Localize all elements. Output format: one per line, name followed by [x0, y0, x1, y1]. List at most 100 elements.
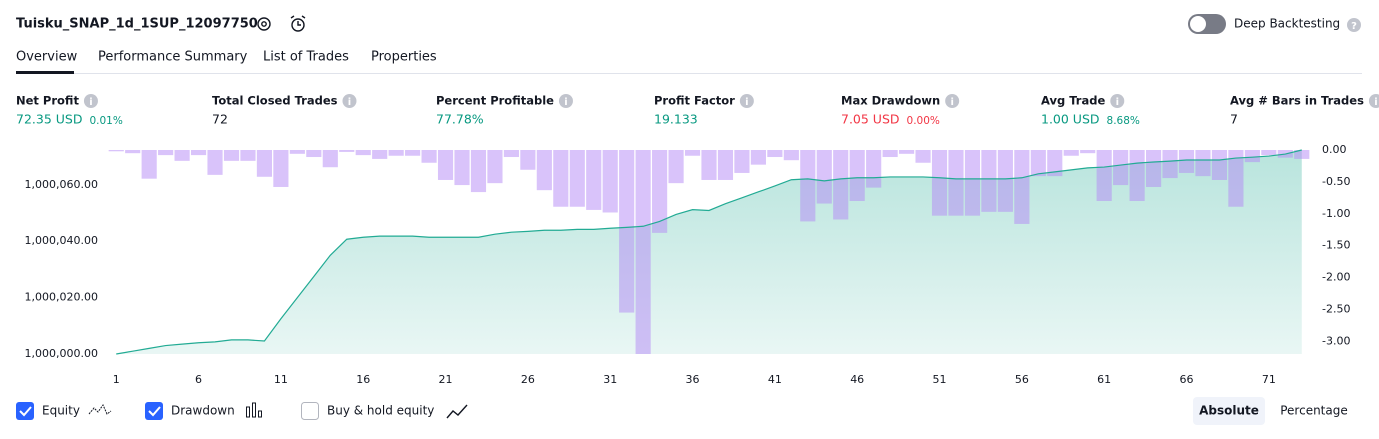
drawdown-bar — [503, 150, 519, 158]
drawdown-bar — [108, 150, 124, 152]
info-glyph: i — [950, 97, 953, 108]
drawdown-bar — [1228, 150, 1244, 207]
x-tick-label: 66 — [1180, 373, 1194, 386]
metric-change: 0.00% — [907, 115, 940, 127]
metric-label: Total Closed Trades — [212, 94, 338, 108]
metric-label: Avg Trade — [1041, 94, 1105, 108]
drawdown-bar — [174, 150, 190, 161]
y2-tick-label: -1.50 — [1322, 239, 1350, 252]
y2-tick-label: -2.50 — [1322, 302, 1350, 315]
metric-value: 7 — [1230, 112, 1238, 127]
drawdown-checkbox[interactable] — [145, 402, 163, 420]
drawdown-bar — [470, 150, 487, 193]
absolute-button[interactable] — [1193, 397, 1265, 425]
drawdown-bar — [1162, 150, 1178, 179]
drawdown-bar — [289, 150, 305, 154]
equity-checkbox[interactable] — [16, 402, 34, 420]
drawdown-bar — [553, 150, 569, 207]
drawdown-icon — [246, 402, 262, 418]
equity-line — [116, 149, 1302, 355]
metric-value: 72.35 USD — [16, 112, 82, 127]
drawdown-bar — [882, 150, 898, 158]
drawdown-bar — [586, 150, 602, 210]
drawdown-bar — [421, 150, 437, 163]
drawdown-bar — [915, 150, 931, 163]
x-tick-label: 26 — [521, 373, 535, 386]
y2-tick-label: -3.00 — [1322, 334, 1350, 347]
y-tick-label: 1,000,040.00 — [25, 234, 98, 247]
drawdown-bar — [652, 150, 668, 233]
drawdown-bar — [1146, 150, 1162, 187]
y-tick-label: 1,000,020.00 — [25, 291, 98, 304]
tab[interactable]: List of Trades — [263, 50, 349, 65]
y2-tick-label: -0.50 — [1322, 175, 1350, 188]
x-tick-label: 46 — [850, 373, 864, 386]
legend-equity: Equity — [42, 404, 80, 418]
drawdown-bar — [1096, 150, 1112, 201]
drawdown-bar — [1047, 150, 1063, 177]
buy-hold-icon — [446, 404, 468, 419]
drawdown-bar — [536, 150, 552, 191]
strategy-title: Tuisku_SNAP_1d_1SUP_12097750 — [16, 17, 258, 32]
drawdown-bar — [948, 150, 964, 216]
y2-tick-label: -2.00 — [1322, 271, 1350, 284]
drawdown-bar — [158, 150, 174, 156]
tab[interactable]: Performance Summary — [98, 50, 248, 65]
metric-value: 19.133 — [654, 112, 698, 127]
info-glyph: i — [564, 97, 567, 108]
alert-icon[interactable] — [290, 15, 306, 32]
percentage-button[interactable]: Percentage — [1280, 404, 1348, 418]
drawdown-bar — [1113, 150, 1129, 186]
x-tick-label: 61 — [1097, 373, 1111, 386]
drawdown-bar — [1244, 150, 1260, 163]
drawdown-bar — [1063, 150, 1079, 156]
tab[interactable]: Properties — [371, 50, 437, 65]
x-tick-label: 41 — [768, 373, 782, 386]
drawdown-bar — [866, 150, 882, 188]
drawdown-bar — [783, 150, 799, 161]
x-tick-label: 51 — [933, 373, 947, 386]
y-tick-label: 1,000,060.00 — [25, 178, 98, 191]
drawdown-bar — [1178, 150, 1195, 173]
drawdown-bar — [1211, 150, 1228, 180]
info-icon — [739, 94, 754, 108]
metric-label: Net Profit — [16, 94, 79, 108]
drawdown-bar — [240, 150, 256, 161]
x-tick-label: 71 — [1262, 373, 1276, 386]
drawdown-bar — [800, 150, 816, 222]
y2-tick-label: 0.00 — [1322, 143, 1347, 156]
drawdown-bar — [717, 150, 734, 180]
help-icon[interactable]: ? — [1347, 18, 1361, 32]
drawdown-bar — [849, 150, 865, 201]
tab[interactable]: Overview — [16, 50, 78, 65]
x-tick-label: 31 — [603, 373, 617, 386]
info-icon — [558, 94, 573, 108]
drawdown-bar — [750, 150, 766, 165]
drawdown-bar — [569, 150, 585, 207]
drawdown-bar — [1080, 150, 1096, 154]
drawdown-bar — [355, 150, 371, 156]
svg-text:?: ? — [1351, 21, 1357, 32]
drawdown-bar — [223, 150, 240, 161]
drawdown-bar — [256, 150, 272, 177]
info-glyph: i — [348, 97, 351, 108]
drawdown-bar — [405, 150, 421, 156]
drawdown-bar — [816, 150, 832, 204]
drawdown-bar — [388, 150, 404, 156]
drawdown-bar — [454, 150, 470, 186]
info-glyph: i — [1374, 97, 1377, 108]
y-tick-label: 1,000,000.00 — [25, 347, 98, 360]
buy-hold-checkbox[interactable] — [301, 402, 319, 420]
metric-label: Avg # Bars in Trades — [1230, 94, 1364, 108]
x-tick-label: 56 — [1015, 373, 1029, 386]
metric-change: 8.68% — [1107, 115, 1140, 127]
settings-icon[interactable] — [257, 17, 271, 31]
drawdown-bar — [1030, 150, 1046, 177]
drawdown-bar — [520, 150, 536, 170]
drawdown-bar — [602, 150, 618, 213]
drawdown-bar — [1294, 150, 1310, 159]
deep-backtesting-toggle[interactable] — [1188, 14, 1226, 34]
drawdown-bar — [190, 150, 207, 156]
drawdown-bar — [273, 150, 289, 187]
